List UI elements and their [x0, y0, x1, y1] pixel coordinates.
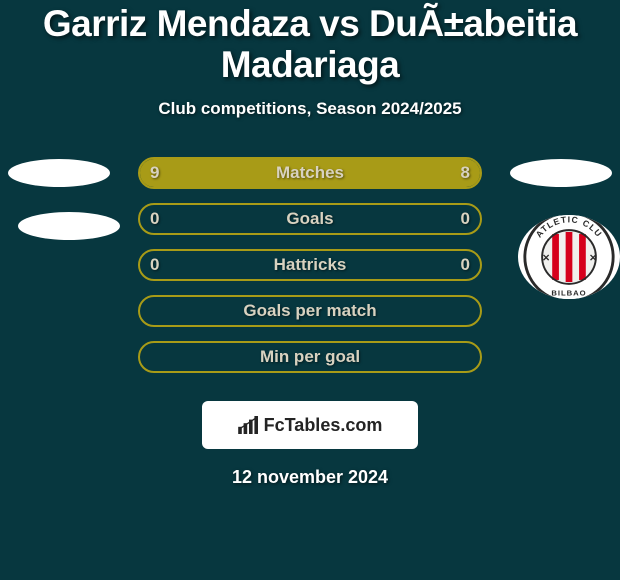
svg-text:✕: ✕ — [542, 253, 550, 264]
athletic-bilbao-icon: ATLETIC CLU BILBAO ✕ ✕ — [521, 215, 617, 299]
club-badge-right: ATLETIC CLU BILBAO ✕ ✕ — [518, 215, 620, 299]
page-title: Garriz Mendaza vs DuÃ±abeitia Madariaga — [0, 0, 620, 85]
player-left-placeholder-1 — [8, 159, 110, 187]
stat-value-left: 9 — [150, 163, 159, 183]
player-left-placeholder-2 — [18, 212, 120, 240]
stat-label: Hattricks — [274, 255, 347, 275]
stat-bar: 0 0 Goals — [138, 203, 482, 235]
date-label: 12 november 2024 — [0, 467, 620, 488]
stat-label: Goals — [286, 209, 333, 229]
stat-value-left: 0 — [150, 209, 159, 229]
stat-bar: 9 8 Matches — [138, 157, 482, 189]
stat-bar: Goals per match — [138, 295, 482, 327]
stat-label: Matches — [276, 163, 344, 183]
stat-value-right: 0 — [461, 209, 470, 229]
player-right-placeholder-1 — [510, 159, 612, 187]
comparison-area: ATLETIC CLU BILBAO ✕ ✕ 98Matches00Goals0… — [0, 157, 620, 377]
stat-bar: Min per goal — [138, 341, 482, 373]
stat-label: Min per goal — [260, 347, 360, 367]
branding-badge: FcTables.com — [202, 401, 418, 449]
stat-bar: 0 0 Hattricks — [138, 249, 482, 281]
bars-icon — [238, 416, 260, 434]
stat-value-left: 0 — [150, 255, 159, 275]
svg-text:BILBAO: BILBAO — [551, 289, 586, 298]
subtitle: Club competitions, Season 2024/2025 — [0, 99, 620, 119]
stat-bars: 9 8 Matches 0 0 Goals 0 0 Hattricks Goals per mat… — [138, 157, 482, 373]
branding-text: FcTables.com — [264, 415, 383, 436]
stat-label: Goals per match — [243, 301, 376, 321]
svg-text:✕: ✕ — [589, 253, 597, 264]
stat-value-right: 0 — [461, 255, 470, 275]
stat-value-right: 8 — [461, 163, 470, 183]
stat-bar-fill-right — [320, 159, 480, 187]
